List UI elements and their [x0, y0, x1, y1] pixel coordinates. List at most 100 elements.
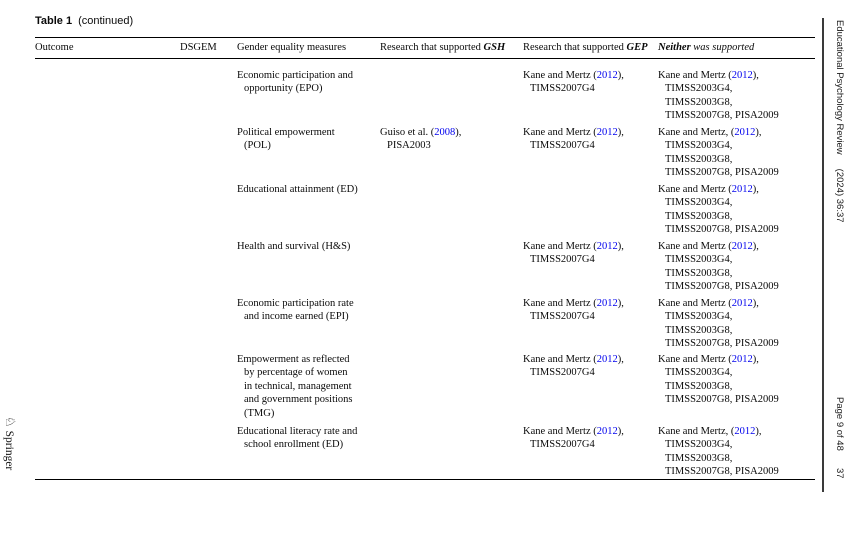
- journal-issue: (2024) 36:37: [834, 168, 845, 223]
- measure-cell: Economic participation rate and income ea…: [237, 297, 380, 353]
- cell-line: Educational literacy rate and: [237, 426, 358, 437]
- dsgem-cell: [180, 240, 237, 297]
- cell-line: and income earned (EPI): [244, 311, 349, 323]
- citation-year-link[interactable]: 2012: [596, 354, 618, 365]
- cell-line: TIMSS2007G4: [530, 83, 595, 95]
- table-body: Economic participation and opportunity (E…: [35, 59, 815, 479]
- gep-cell: Kane and Mertz (2012), TIMSS2007G4: [523, 353, 658, 425]
- gsh-cell: [380, 69, 523, 126]
- table-row: Educational attainment (ED) Kane and Mert…: [35, 183, 815, 240]
- cell-line: TIMSS2003G4,: [665, 140, 733, 152]
- gsh-cell: [380, 183, 523, 240]
- citation-year-link[interactable]: 2012: [731, 184, 753, 195]
- neither-cell: Kane and Mertz (2012), TIMSS2003G4, TIMSS2…: [658, 69, 815, 126]
- cell-line: TIMSS2007G8, PISA2009: [665, 466, 779, 478]
- gsh-cell: [380, 425, 523, 479]
- springer-wordmark: Springer: [3, 430, 15, 471]
- outcome-cell: [35, 353, 180, 425]
- cell-line: TIMSS2007G8, PISA2009: [665, 338, 779, 350]
- cell-line: Kane and Mertz (2012),: [523, 426, 624, 437]
- citation-year-link[interactable]: 2012: [731, 298, 753, 309]
- neither-cell: Kane and Mertz (2012), TIMSS2003G4, TIMSS2…: [658, 297, 815, 353]
- table-caption-continued: (continued): [78, 15, 134, 27]
- outcome-cell: [35, 425, 180, 479]
- measure-cell: Health and survival (H&S): [237, 240, 380, 297]
- cell-line: Economic participation and: [237, 70, 354, 81]
- neither-cell: Kane and Mertz (2012), TIMSS2003G4, TIMSS2…: [658, 353, 815, 425]
- margin-vertical-rule: [822, 18, 824, 492]
- outcome-cell: [35, 240, 180, 297]
- gep-cell: [523, 183, 658, 240]
- cell-line: TIMSS2003G4,: [665, 439, 733, 451]
- gep-cell: Kane and Mertz (2012), TIMSS2007G4: [523, 425, 658, 479]
- cell-line: by percentage of women: [244, 367, 348, 379]
- cell-line: TIMSS2003G8,: [665, 153, 733, 165]
- citation-year-link[interactable]: 2012: [596, 298, 618, 309]
- dsgem-cell: [180, 425, 237, 479]
- journal-running-head: Educational Psychology Review (2024) 36:3…: [834, 20, 845, 223]
- cell-line: TIMSS2007G4: [530, 140, 595, 152]
- cell-line: opportunity (EPO): [244, 83, 323, 95]
- cell-line: (TMG): [244, 407, 275, 419]
- citation-year-link[interactable]: 2012: [731, 70, 753, 81]
- article-number: 37: [834, 468, 845, 479]
- cell-line: Kane and Mertz (2012),: [658, 298, 759, 309]
- gep-cell: Kane and Mertz (2012), TIMSS2007G4: [523, 240, 658, 297]
- table-row: Educational literacy rate and school enro…: [35, 425, 815, 479]
- cell-line: Kane and Mertz (2012),: [523, 354, 624, 365]
- cell-line: TIMSS2003G4,: [665, 197, 733, 209]
- citation-year-link[interactable]: 2012: [596, 241, 618, 252]
- cell-line: TIMSS2003G8,: [665, 96, 733, 108]
- cell-line: TIMSS2003G4,: [665, 367, 733, 379]
- cell-line: Empowerment as reflected: [237, 354, 350, 365]
- table-row: Empowerment as reflected by percentage of…: [35, 353, 815, 425]
- neither-cell: Kane and Mertz, (2012), TIMSS2003G4, TIMSS…: [658, 126, 815, 183]
- outcome-cell: [35, 69, 180, 126]
- citation-year-link[interactable]: 2012: [731, 354, 753, 365]
- citation-year-link[interactable]: 2012: [596, 70, 618, 81]
- header-cell-neither: Neither was supported: [658, 42, 755, 53]
- citation-year-link[interactable]: 2012: [596, 426, 618, 437]
- cell-line: Kane and Mertz (2012),: [658, 70, 759, 81]
- citation-year-link[interactable]: 2012: [734, 426, 756, 437]
- citation-year-link[interactable]: 2008: [434, 127, 456, 138]
- gsh-cell: [380, 240, 523, 297]
- gep-cell: Kane and Mertz (2012), TIMSS2007G4: [523, 126, 658, 183]
- cell-line: TIMSS2007G4: [530, 254, 595, 266]
- measure-cell: Educational literacy rate and school enro…: [237, 425, 380, 479]
- measure-cell: Empowerment as reflected by percentage of…: [237, 353, 380, 425]
- citation-year-link[interactable]: 2012: [731, 241, 753, 252]
- cell-line: Kane and Mertz, (2012),: [658, 426, 762, 437]
- cell-line: (POL): [244, 140, 271, 152]
- cell-line: TIMSS2007G8, PISA2009: [665, 394, 779, 406]
- table-row: Health and survival (H&S) Kane and Mertz …: [35, 240, 815, 297]
- measure-cell: Educational attainment (ED): [237, 183, 380, 240]
- cell-line: Political empowerment: [237, 127, 335, 138]
- cell-line: TIMSS2007G8, PISA2009: [665, 281, 779, 293]
- cell-line: TIMSS2007G4: [530, 439, 595, 451]
- cell-line: Kane and Mertz (2012),: [658, 184, 759, 195]
- table-row: Economic participation and opportunity (E…: [35, 69, 815, 126]
- header-cell-gep: Research that supported GEP: [523, 42, 648, 53]
- table-row: Economic participation rate and income ea…: [35, 297, 815, 353]
- dsgem-cell: [180, 126, 237, 183]
- citation-year-link[interactable]: 2012: [596, 127, 618, 138]
- cell-line: TIMSS2003G4,: [665, 254, 733, 266]
- dsgem-cell: [180, 297, 237, 353]
- cell-line: Kane and Mertz (2012),: [523, 127, 624, 138]
- cell-line: in technical, management: [244, 380, 352, 392]
- cell-line: Kane and Mertz (2012),: [658, 241, 759, 252]
- cell-line: Kane and Mertz (2012),: [658, 354, 759, 365]
- cell-line: TIMSS2003G8,: [665, 380, 733, 392]
- cell-line: Kane and Mertz (2012),: [523, 298, 624, 309]
- citation-year-link[interactable]: 2012: [734, 127, 756, 138]
- cell-line: TIMSS2003G4,: [665, 311, 733, 323]
- header-cell-dsgem: DSGEM: [180, 42, 217, 53]
- cell-line: TIMSS2003G8,: [665, 324, 733, 336]
- measure-cell: Economic participation and opportunity (E…: [237, 69, 380, 126]
- table-row: Political empowerment (POL) Guiso et al. (…: [35, 126, 815, 183]
- table-top-rule: [35, 37, 815, 38]
- springer-knight-icon: ♘: [3, 416, 18, 428]
- cell-line: TIMSS2007G4: [530, 367, 595, 379]
